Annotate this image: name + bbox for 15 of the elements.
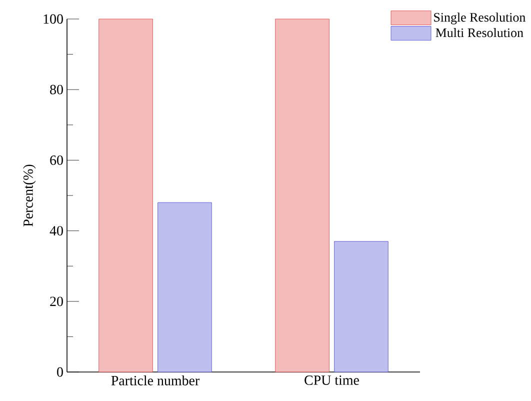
x-tick-label: Particle number — [111, 376, 200, 386]
y-tick-label: 20 — [50, 296, 63, 306]
y-tick-label: 40 — [50, 226, 63, 236]
y-tick-label: 80 — [50, 84, 63, 94]
y-axis-title: Percent(%) — [23, 164, 36, 226]
y-tick-label: 0 — [57, 367, 63, 377]
x-tick-label: CPU time — [304, 376, 359, 385]
legend-label: Multi Resolution — [436, 28, 524, 38]
bar — [158, 202, 212, 372]
legend-label: Single Resolution — [434, 12, 526, 24]
bar — [334, 241, 388, 372]
bar — [98, 18, 153, 372]
y-tick-label: 60 — [50, 155, 63, 165]
bar — [275, 18, 330, 372]
y-tick-label: 100 — [44, 14, 63, 24]
